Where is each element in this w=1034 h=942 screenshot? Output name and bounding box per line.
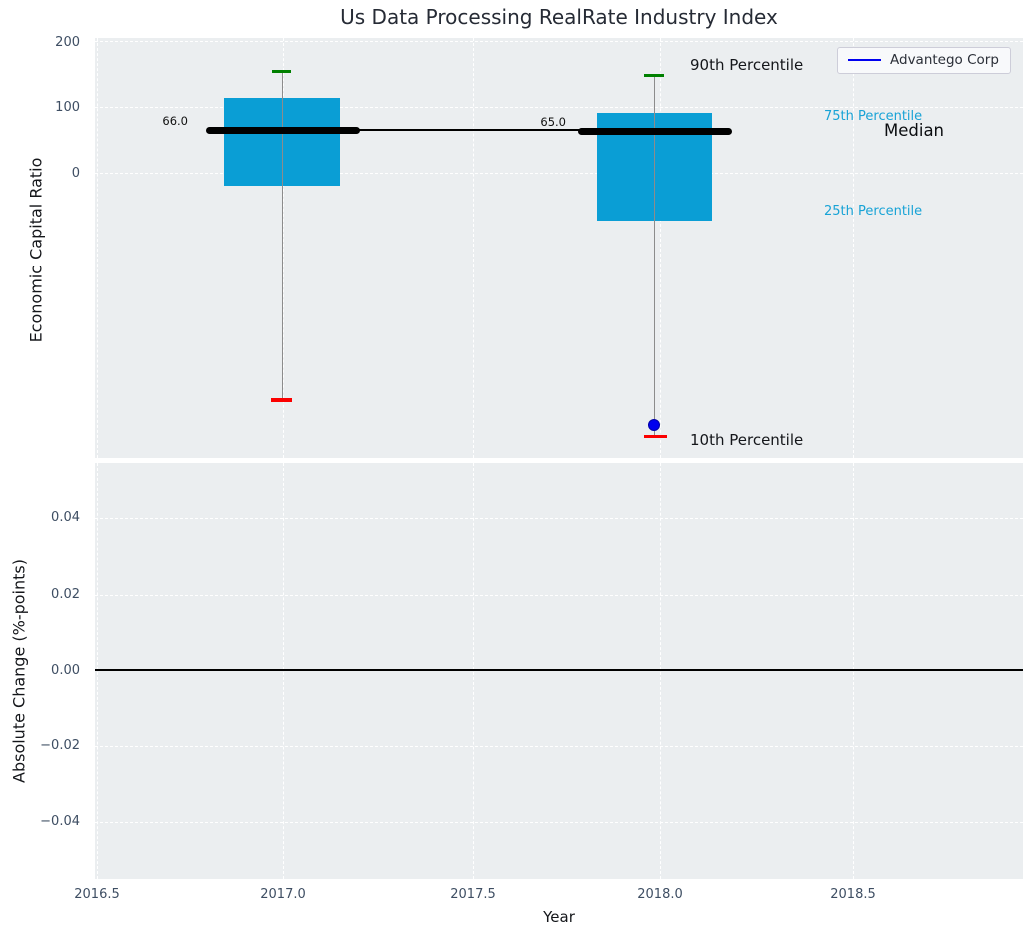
p90-cap-2018 [644, 73, 664, 77]
median-value-label-2017: 66.0 [162, 114, 188, 128]
gridline-b-x2018-5 [853, 463, 854, 879]
gridline-y0 [95, 173, 1023, 174]
x-axis-label: Year [543, 908, 575, 926]
gridline-y100 [95, 107, 1023, 108]
gridline-b-x2018 [660, 463, 661, 879]
xtick-2018-5: 2018.5 [830, 887, 876, 902]
gridline-x2017 [283, 38, 284, 458]
zero-change-line [95, 669, 1023, 671]
annotation-25th-percentile: 25th Percentile [824, 204, 923, 219]
whisker-2018 [653, 75, 656, 437]
xtick-2017-5: 2017.5 [450, 887, 496, 902]
gridline-b-x2017 [283, 463, 284, 879]
ytick-neg-0-04: −0.04 [40, 814, 80, 829]
annotation-75th-percentile: 75th Percentile [824, 109, 923, 124]
xtick-2017-0: 2017.0 [260, 887, 306, 902]
median-value-label-2018: 65.0 [540, 115, 566, 129]
annotation-10th-percentile: 10th Percentile [690, 431, 804, 449]
gridline-y0-04 [95, 518, 1023, 519]
p10-cap-2017 [271, 398, 292, 402]
top-y-axis-label: Economic Capital Ratio [26, 157, 46, 343]
bottom-y-axis-label: Absolute Change (%-points) [9, 559, 29, 783]
ytick-0-04: 0.04 [51, 510, 80, 525]
ytick-0-02: 0.02 [51, 587, 80, 602]
ytick-0-00: 0.00 [51, 663, 80, 678]
gridline-x2018 [660, 38, 661, 458]
top-plot-area: 66.0 65.0 90th Percentile 75th Percentil… [95, 38, 1023, 458]
annotation-90th-percentile: 90th Percentile [690, 56, 804, 74]
legend-label: Advantego Corp [890, 52, 999, 68]
bottom-plot-area [95, 463, 1023, 879]
p90-cap-2017 [272, 69, 291, 73]
gridline-y-0-04 [95, 822, 1023, 823]
gridline-y-0-02 [95, 746, 1023, 747]
median-connector-line [359, 129, 579, 132]
ytick-100: 100 [55, 100, 80, 115]
p10-cap-2018 [644, 434, 667, 438]
gridline-x2016-5 [97, 38, 98, 458]
median-line-2018 [578, 127, 732, 135]
gridline-b-x2016-5 [97, 463, 98, 879]
ytick-0: 0 [71, 166, 80, 181]
legend: Advantego Corp [837, 47, 1011, 74]
chart-title: Us Data Processing RealRate Industry Ind… [340, 5, 778, 29]
ytick-neg-0-02: −0.02 [40, 738, 80, 753]
gridline-b-x2017-5 [473, 463, 474, 879]
whisker-2017 [281, 71, 284, 400]
gridline-x2018-5 [853, 38, 854, 458]
annotation-median: Median [884, 121, 945, 140]
median-line-2017 [206, 126, 360, 134]
gridline-y0-02 [95, 595, 1023, 596]
xtick-2016-5: 2016.5 [74, 887, 120, 902]
gridline-x2017-5 [473, 38, 474, 458]
gridline-y200 [95, 41, 1023, 42]
xtick-2018-0: 2018.0 [637, 887, 683, 902]
legend-line-sample [848, 58, 881, 62]
advantego-corp-marker [648, 419, 660, 431]
ytick-200: 200 [55, 35, 80, 50]
